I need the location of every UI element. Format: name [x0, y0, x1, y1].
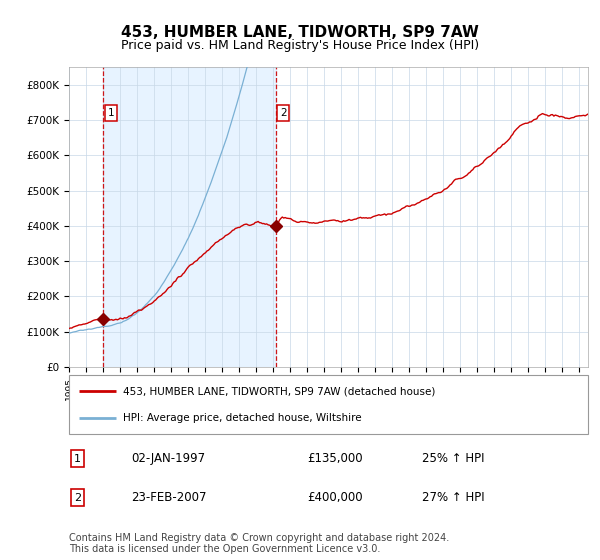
FancyBboxPatch shape	[69, 375, 588, 434]
Text: 453, HUMBER LANE, TIDWORTH, SP9 7AW (detached house): 453, HUMBER LANE, TIDWORTH, SP9 7AW (det…	[124, 386, 436, 396]
Bar	[103, 67, 276, 367]
Text: 1: 1	[107, 108, 114, 118]
Text: 1: 1	[74, 454, 81, 464]
Text: 453, HUMBER LANE, TIDWORTH, SP9 7AW: 453, HUMBER LANE, TIDWORTH, SP9 7AW	[121, 25, 479, 40]
Text: Price paid vs. HM Land Registry's House Price Index (HPI): Price paid vs. HM Land Registry's House …	[121, 39, 479, 52]
Text: HPI: Average price, detached house, Wiltshire: HPI: Average price, detached house, Wilt…	[124, 413, 362, 423]
Text: £400,000: £400,000	[308, 491, 364, 504]
Text: Contains HM Land Registry data © Crown copyright and database right 2024.
This d: Contains HM Land Registry data © Crown c…	[69, 533, 449, 554]
Text: 25% ↑ HPI: 25% ↑ HPI	[422, 452, 484, 465]
Text: 23-FEB-2007: 23-FEB-2007	[131, 491, 207, 504]
Text: £135,000: £135,000	[308, 452, 364, 465]
Text: 2: 2	[74, 493, 82, 502]
Text: 02-JAN-1997: 02-JAN-1997	[131, 452, 205, 465]
Text: 27% ↑ HPI: 27% ↑ HPI	[422, 491, 485, 504]
Text: 2: 2	[280, 108, 287, 118]
